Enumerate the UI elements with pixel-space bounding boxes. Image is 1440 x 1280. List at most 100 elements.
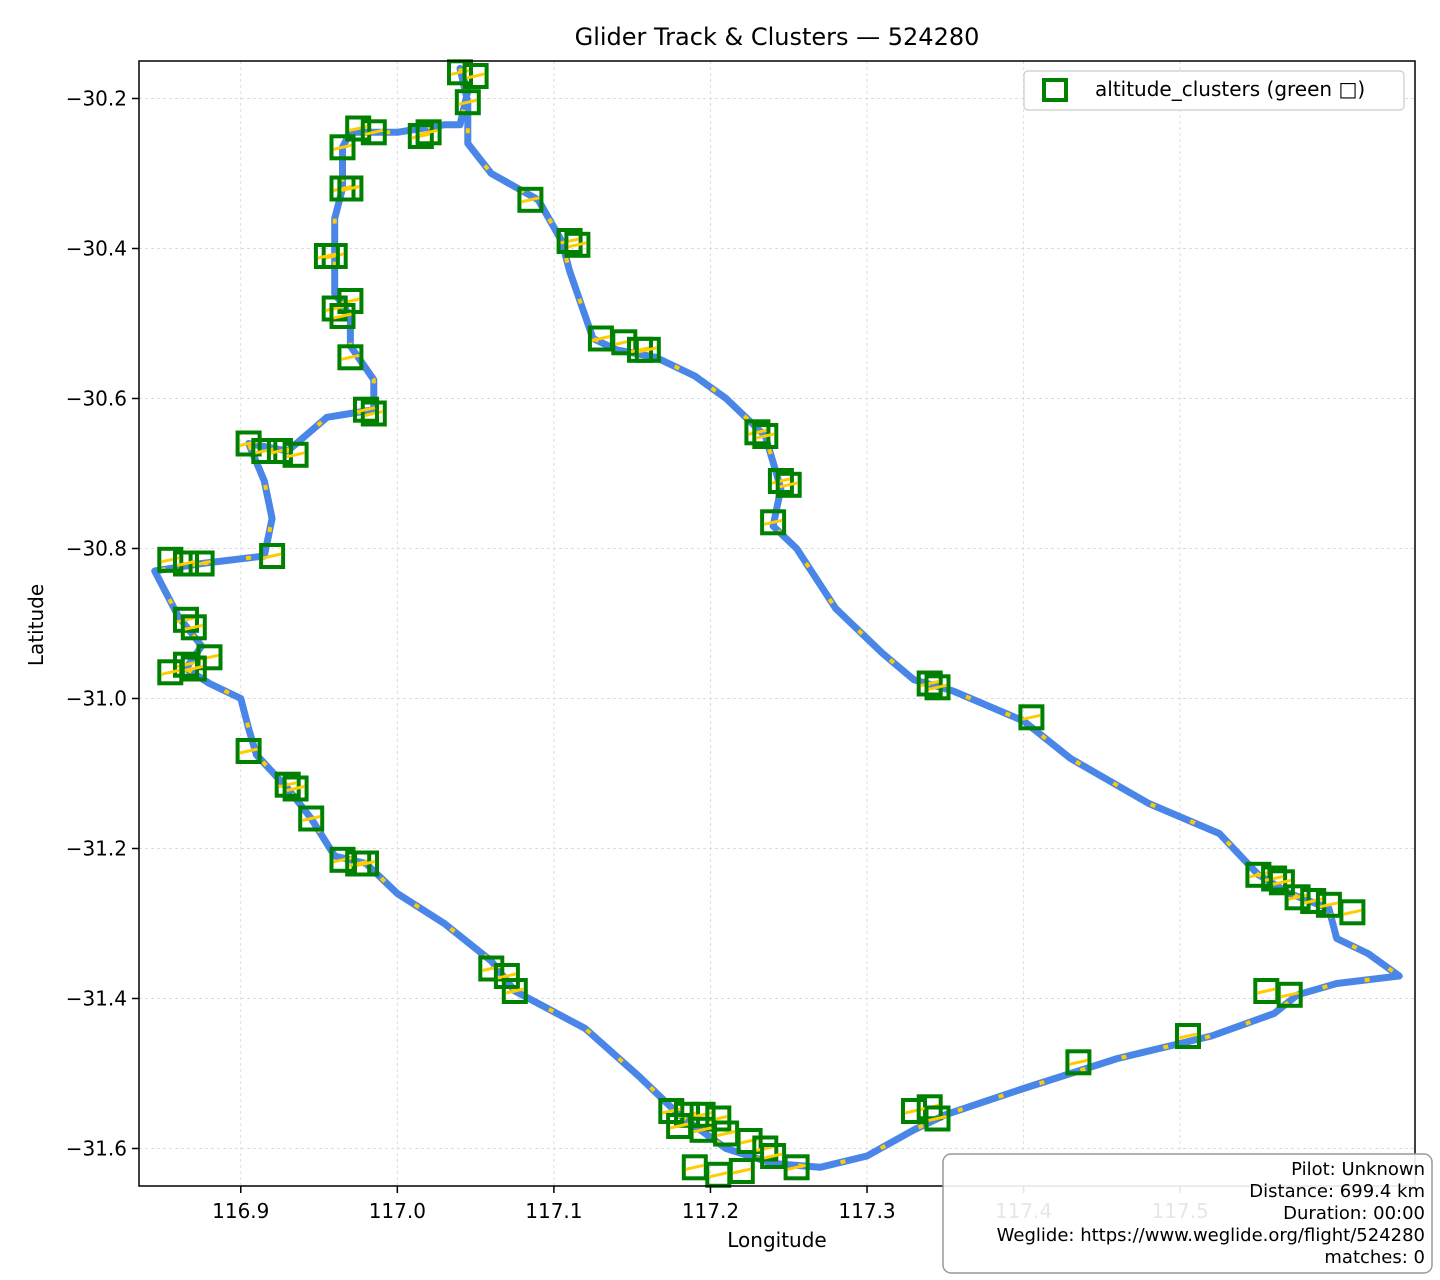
cluster-accent-40 bbox=[497, 972, 517, 980]
cluster-accent-17 bbox=[356, 406, 376, 414]
legend: altitude_clusters (green □) bbox=[1023, 70, 1405, 111]
cluster-marker-13 bbox=[321, 295, 348, 322]
cluster-accent-83 bbox=[1319, 901, 1339, 909]
cluster-marker-39 bbox=[478, 955, 505, 982]
cluster-accent-14 bbox=[333, 312, 352, 320]
cluster-marker-16 bbox=[360, 400, 387, 427]
cluster-accent-32 bbox=[239, 747, 258, 755]
cluster-marker-17 bbox=[353, 396, 379, 423]
cluster-marker-69 bbox=[728, 1158, 755, 1184]
cluster-marker-34 bbox=[282, 775, 309, 802]
cluster-marker-14 bbox=[329, 303, 356, 329]
info-box-frame bbox=[942, 1153, 1433, 1274]
cluster-marker-70 bbox=[783, 1154, 810, 1181]
x-tick-label-3: 117.2 bbox=[682, 1199, 739, 1223]
flight-info-box: Pilot: Unknown Distance: 699.4 km Durati… bbox=[942, 1153, 1433, 1274]
cluster-accent-2 bbox=[458, 98, 478, 106]
cluster-marker-20 bbox=[266, 438, 293, 464]
cluster-accent-35 bbox=[301, 815, 321, 822]
cluster-marker-57 bbox=[658, 1098, 685, 1124]
cluster-marker-81 bbox=[1284, 884, 1311, 911]
cluster-marker-2 bbox=[454, 89, 481, 116]
cluster-accent-3 bbox=[411, 132, 431, 140]
cluster-accent-74 bbox=[1069, 1058, 1088, 1066]
y-axis-title: Latitude bbox=[24, 584, 48, 666]
cluster-marker-40 bbox=[493, 963, 520, 989]
cluster-marker-23 bbox=[157, 546, 184, 573]
cluster-accent-68 bbox=[708, 1171, 728, 1179]
cluster-accent-8 bbox=[333, 185, 352, 192]
cluster-marker-3 bbox=[407, 123, 434, 149]
cluster-accent-38 bbox=[356, 860, 376, 867]
cluster-marker-33 bbox=[274, 771, 301, 798]
cluster-accent-42 bbox=[521, 196, 540, 204]
x-tick-label-4: 117.3 bbox=[838, 1199, 895, 1223]
cluster-accent-31 bbox=[184, 665, 204, 672]
cluster-accent-43 bbox=[560, 237, 579, 245]
cluster-accent-16 bbox=[364, 410, 384, 417]
cluster-marker-29 bbox=[173, 651, 199, 678]
cluster-accent-61 bbox=[669, 1122, 689, 1130]
cluster-marker-56 bbox=[1018, 704, 1045, 731]
altitude-cluster-markers bbox=[157, 59, 1366, 1188]
cluster-marker-48 bbox=[634, 336, 661, 363]
track-line bbox=[151, 65, 1403, 1171]
legend-marker-open-square bbox=[1042, 78, 1068, 102]
info-weglide-link: Weglide: https://www.weglide.org/flight/… bbox=[997, 1225, 1425, 1246]
cluster-accent-26 bbox=[176, 616, 196, 624]
cluster-accent-79 bbox=[1264, 875, 1284, 882]
cluster-marker-42 bbox=[517, 186, 544, 213]
cluster-accent-27 bbox=[184, 623, 204, 631]
cluster-accent-62 bbox=[693, 1126, 712, 1134]
legend-label: altitude_clusters (green □) bbox=[1095, 77, 1365, 101]
cluster-marker-27 bbox=[180, 614, 207, 641]
cluster-marker-52 bbox=[775, 471, 802, 498]
cluster-marker-12 bbox=[337, 288, 364, 314]
cluster-accent-47 bbox=[630, 346, 650, 354]
cluster-marker-79 bbox=[1261, 865, 1288, 892]
flight-track bbox=[151, 65, 1403, 1171]
cluster-accent-25 bbox=[176, 560, 196, 567]
cluster-marker-50 bbox=[752, 423, 779, 449]
cluster-accent-11 bbox=[317, 252, 337, 260]
info-distance: Distance: 699.4 km bbox=[1249, 1181, 1425, 1202]
cluster-accent-10 bbox=[325, 252, 345, 260]
cluster-marker-65 bbox=[752, 1135, 779, 1162]
cluster-accent-44 bbox=[568, 241, 587, 249]
cluster-accent-13 bbox=[325, 305, 345, 312]
cluster-marker-80 bbox=[1268, 869, 1295, 896]
cluster-accent-70 bbox=[787, 1163, 806, 1171]
cluster-accent-65 bbox=[755, 1145, 775, 1152]
cluster-marker-15 bbox=[337, 344, 364, 371]
cluster-accent-1 bbox=[466, 72, 485, 80]
cluster-marker-77 bbox=[1276, 981, 1303, 1008]
cluster-marker-6 bbox=[360, 119, 387, 146]
cluster-marker-73 bbox=[924, 1105, 951, 1132]
cluster-marker-9 bbox=[337, 175, 364, 202]
x-axis-title: Longitude bbox=[727, 1228, 826, 1252]
cluster-accent-50 bbox=[755, 432, 775, 440]
cluster-marker-82 bbox=[1300, 888, 1327, 914]
info-duration: Duration: 00:00 bbox=[1283, 1203, 1425, 1224]
cluster-marker-26 bbox=[173, 606, 199, 633]
y-tick-label-2: −30.6 bbox=[66, 387, 127, 411]
cluster-marker-74 bbox=[1065, 1049, 1092, 1076]
cluster-marker-31 bbox=[180, 655, 207, 682]
cluster-marker-5 bbox=[345, 115, 372, 142]
plot-frame bbox=[138, 60, 1416, 1187]
cluster-accent-34 bbox=[286, 785, 305, 792]
cluster-marker-64 bbox=[736, 1128, 763, 1154]
cluster-marker-18 bbox=[235, 430, 262, 457]
cluster-accent-69 bbox=[732, 1167, 752, 1175]
y-tick-label-3: −30.8 bbox=[66, 537, 127, 561]
cluster-accent-75 bbox=[1178, 1032, 1198, 1040]
y-tick-label-0: −30.2 bbox=[66, 87, 127, 111]
cluster-marker-49 bbox=[744, 419, 771, 446]
cluster-marker-44 bbox=[564, 231, 591, 258]
cluster-marker-41 bbox=[501, 978, 528, 1004]
cluster-marker-4 bbox=[415, 119, 442, 146]
cluster-accent-4 bbox=[419, 128, 438, 136]
cluster-accent-84 bbox=[1343, 908, 1362, 916]
cluster-accent-48 bbox=[638, 346, 658, 354]
cluster-marker-35 bbox=[298, 805, 325, 832]
